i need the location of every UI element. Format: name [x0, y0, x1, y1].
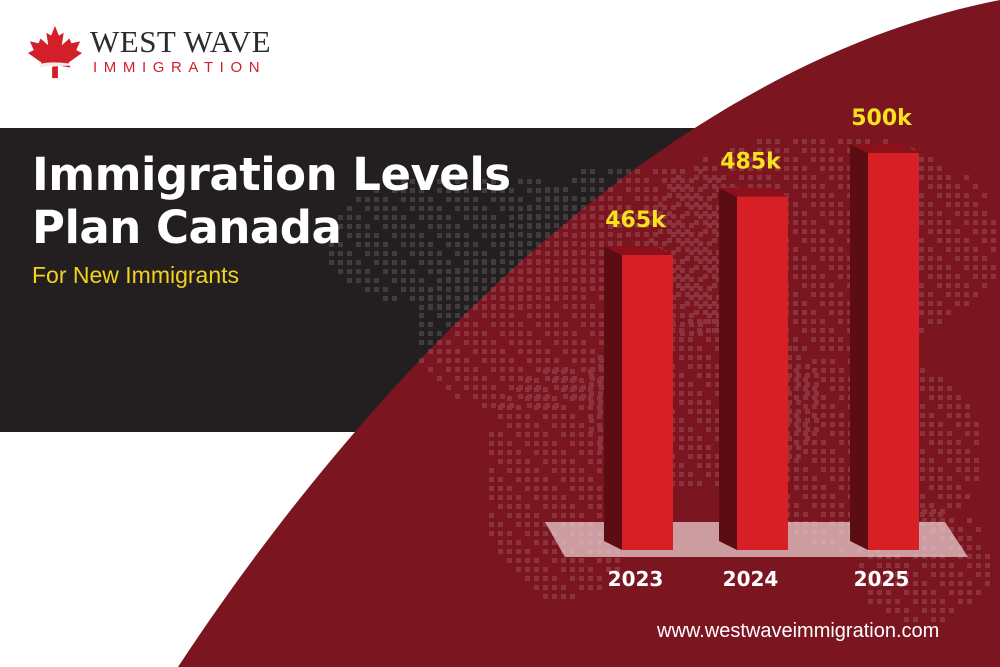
bar-2025 [850, 144, 919, 550]
bar-side [850, 144, 868, 550]
bar-2023 [604, 246, 673, 550]
title-line-1: Immigration Levels [32, 148, 511, 201]
page-title: Immigration Levels Plan Canada [32, 148, 511, 254]
title-line-2: Plan Canada [32, 201, 342, 254]
value-label-2025: 500k [851, 106, 913, 131]
bar-front [622, 255, 673, 550]
category-label-2024: 2024 [723, 567, 779, 591]
maple-leaf-icon [27, 25, 83, 79]
bar-top [850, 144, 919, 153]
maroon-wave [178, 0, 1000, 667]
bar-front [737, 196, 788, 550]
brand-name: WEST WAVE [90, 24, 272, 59]
bar-2024 [719, 187, 788, 550]
bar-top [719, 187, 788, 197]
bar-side [719, 187, 737, 550]
bar-front [868, 153, 919, 550]
page-subtitle: For New Immigrants [32, 262, 240, 288]
brand-subtitle: IMMIGRATION [93, 59, 267, 76]
bar-group [604, 144, 919, 550]
category-label-2025: 2025 [854, 567, 910, 591]
label-group: 465k 2023 485k 2024 500k 2025 [605, 106, 913, 591]
value-label-2024: 485k [720, 150, 782, 175]
brand-logo: WEST WAVE IMMIGRATION [26, 22, 306, 92]
website-url: www.westwaveimmigration.com [657, 620, 940, 642]
value-label-2023: 465k [605, 208, 667, 233]
bar-side [604, 246, 622, 550]
bar-top [604, 246, 673, 255]
category-label-2023: 2023 [608, 567, 664, 591]
